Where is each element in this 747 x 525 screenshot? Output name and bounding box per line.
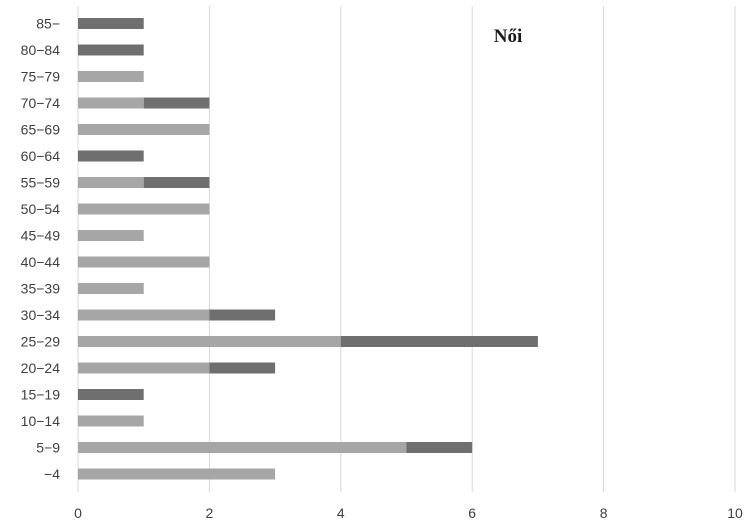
bar-segment — [78, 336, 341, 347]
x-tick-label: 6 — [468, 505, 476, 521]
bar-segment — [78, 150, 144, 162]
bar-segment — [78, 124, 210, 135]
category-label: 75−79 — [21, 69, 61, 85]
x-tick-label: 0 — [74, 505, 82, 521]
category-label: −4 — [44, 466, 60, 482]
category-label: 70−74 — [21, 95, 61, 111]
bar-segment — [340, 336, 538, 347]
category-label: 15−19 — [21, 387, 61, 403]
x-tick-label: 2 — [206, 505, 214, 521]
category-label: 5−9 — [36, 440, 60, 456]
x-tick-label: 4 — [337, 505, 345, 521]
category-label: 20−24 — [21, 360, 61, 376]
bar-segment — [209, 309, 276, 321]
x-tick-label: 10 — [727, 505, 743, 521]
chart-title: Női — [494, 26, 523, 47]
category-label: 45−49 — [21, 228, 61, 244]
category-label: 50−54 — [21, 201, 61, 217]
bar-segment — [78, 309, 210, 321]
bar-segment — [143, 97, 210, 109]
category-label: 80−84 — [21, 42, 61, 58]
bar-segment — [78, 283, 144, 294]
bar-segment — [78, 389, 144, 400]
bar-segment — [78, 97, 144, 109]
bar-segment — [78, 177, 144, 188]
bar-segment — [78, 256, 210, 268]
bar-segment — [143, 177, 210, 188]
category-label: 55−59 — [21, 175, 61, 191]
bar-segment — [406, 442, 473, 453]
bars — [78, 18, 538, 480]
category-label: 85− — [36, 16, 60, 32]
bar-segment — [78, 71, 144, 82]
bar-segment — [78, 415, 144, 427]
category-label: 30−34 — [21, 307, 61, 323]
bar-segment — [78, 18, 144, 29]
bar-segment — [78, 44, 144, 56]
bar-segment — [78, 362, 210, 374]
gridlines — [77, 6, 736, 492]
x-tick-labels: 0 2 4 6 8 10 — [74, 505, 743, 521]
category-label: 60−64 — [21, 148, 61, 164]
bar-segment — [209, 362, 276, 374]
x-tick-label: 8 — [600, 505, 608, 521]
category-label: 40−44 — [21, 254, 61, 270]
category-label: 35−39 — [21, 281, 61, 297]
category-label: 10−14 — [21, 413, 61, 429]
category-label: 65−69 — [21, 122, 61, 138]
bar-segment — [78, 230, 144, 241]
bar-segment — [78, 468, 276, 480]
bar-segment — [78, 203, 210, 215]
category-label: 25−29 — [21, 334, 61, 350]
category-labels: −4 5−9 10−14 15−19 20−24 25−29 30−34 35−39 40−44… — [21, 16, 61, 483]
bar-segment — [78, 442, 407, 453]
